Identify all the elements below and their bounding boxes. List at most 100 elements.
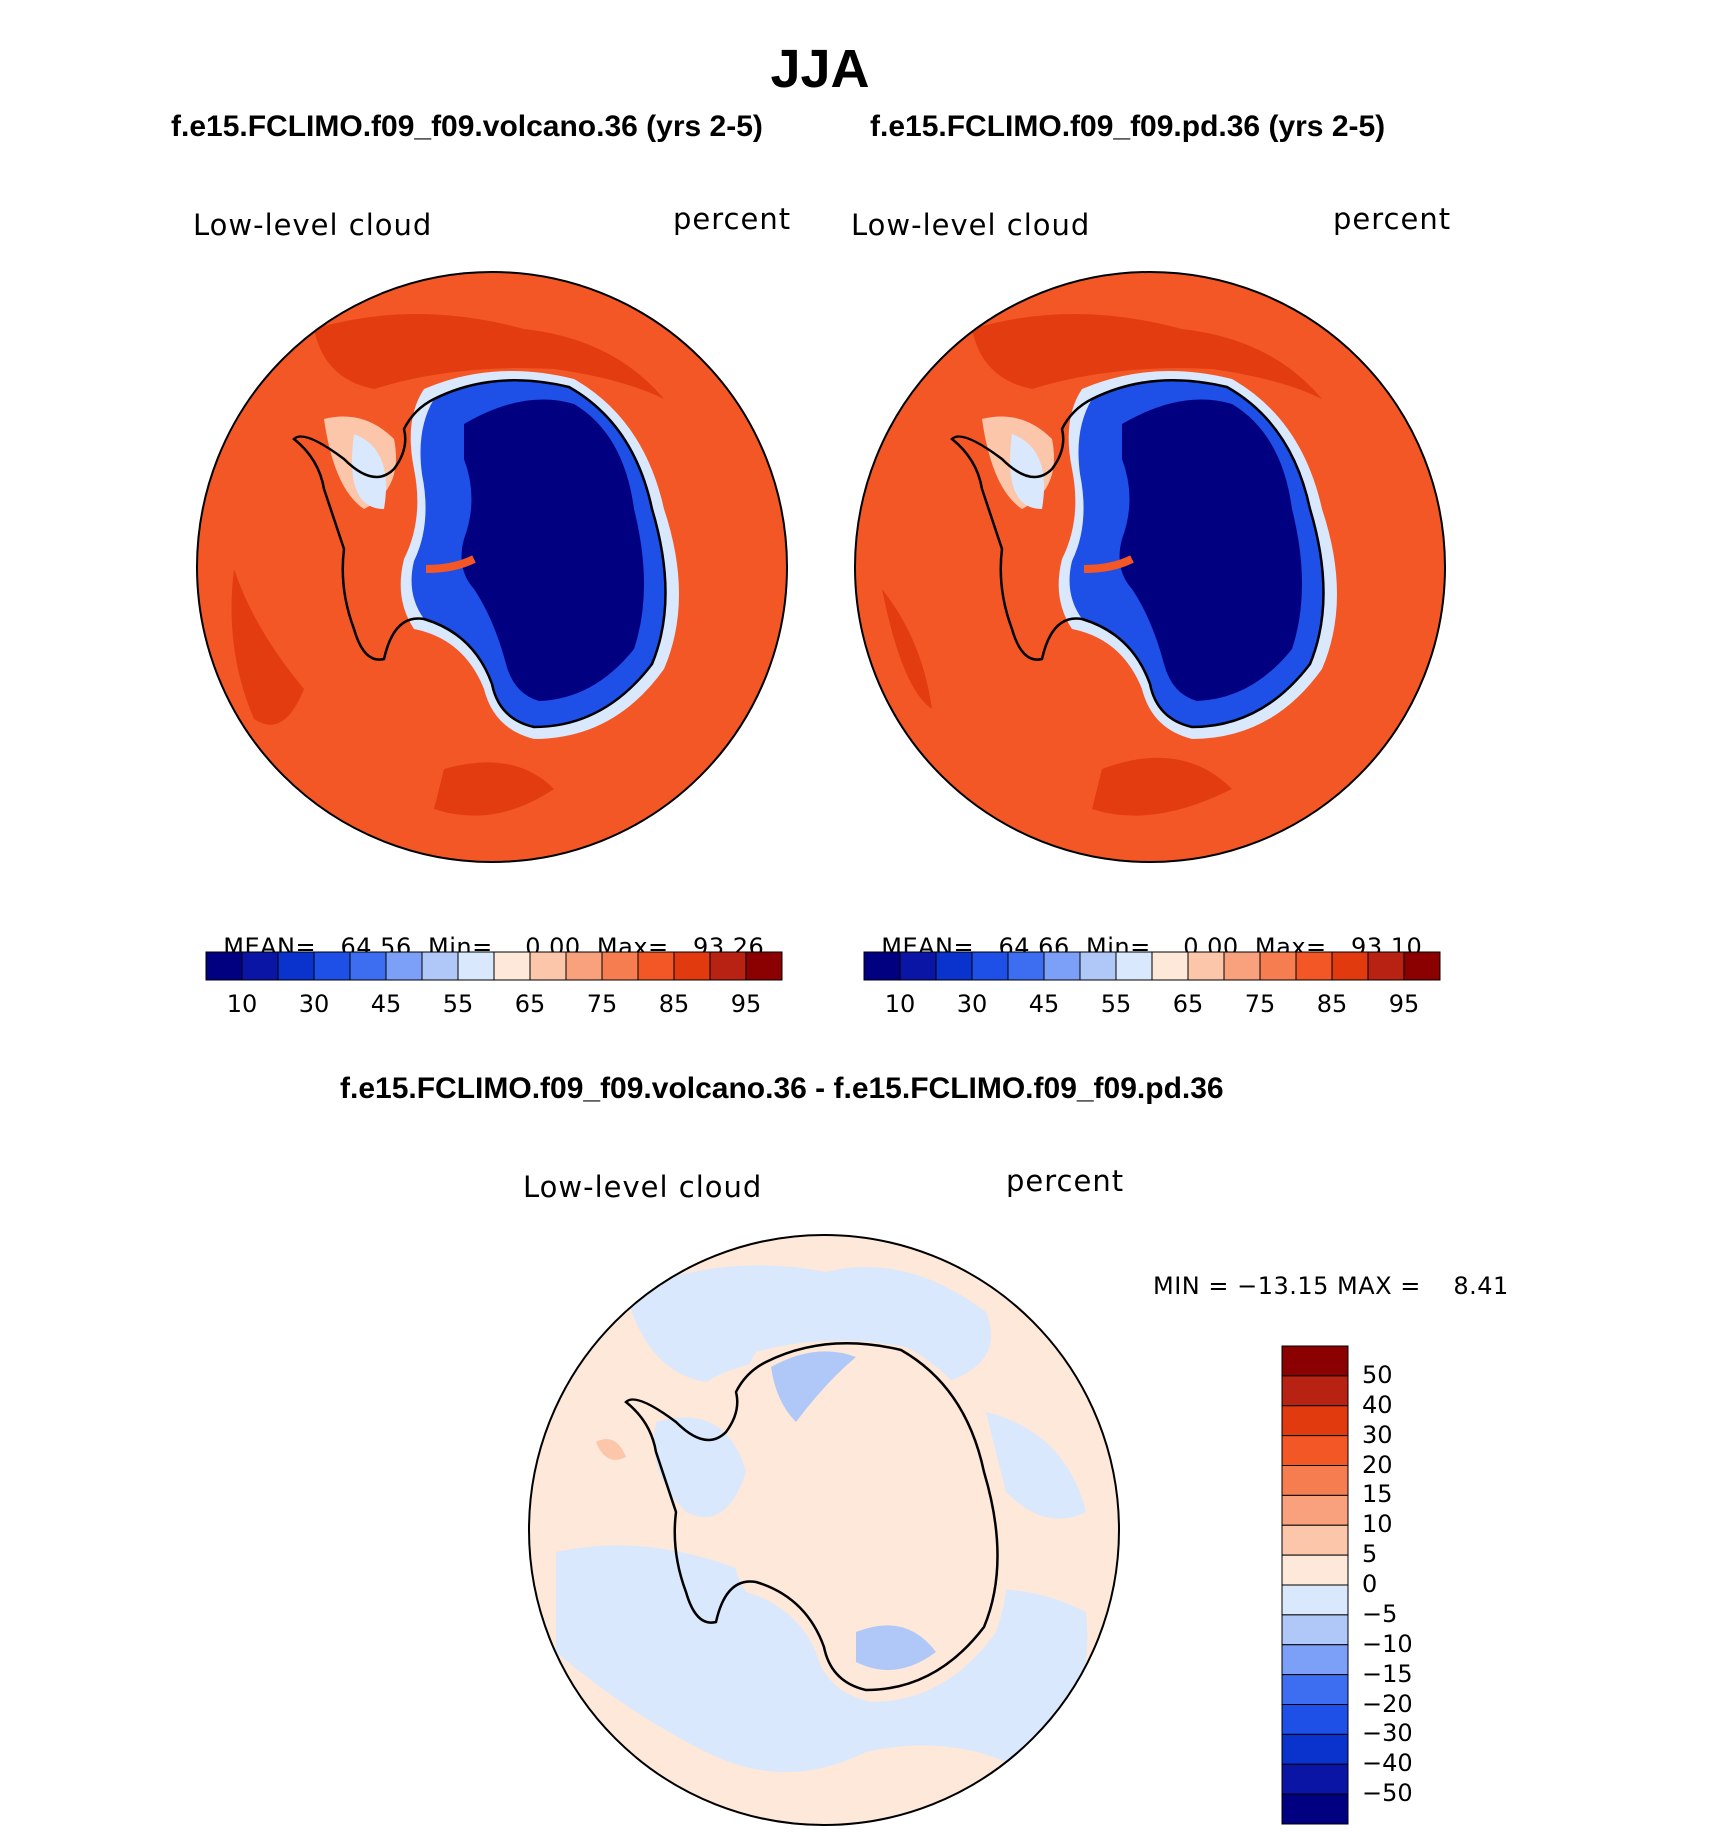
panel-1-colorbar-ticks: 10 30 45 55 65 75 85 95 xyxy=(204,990,784,1022)
diff-colorbar-box xyxy=(1281,1614,1349,1646)
panel-2-colorbar-box xyxy=(863,951,901,981)
diff-colorbar-box xyxy=(1281,1644,1349,1676)
panel-2-variable-label: Low-level cloud xyxy=(851,208,1091,242)
diff-colorbar-box xyxy=(1281,1465,1349,1496)
panel-1-colorbar-box xyxy=(601,951,639,981)
diff-colorbar-box xyxy=(1281,1375,1349,1407)
panel-1-map xyxy=(196,271,788,863)
diff-colorbar-box xyxy=(1281,1704,1349,1735)
panel-2-cloud-band xyxy=(972,314,1322,399)
diff-colorbar-tick-label: 30 xyxy=(1362,1420,1393,1449)
diff-colorbar-tick-label: 40 xyxy=(1362,1390,1393,1419)
panel-2-colorbar-box xyxy=(935,951,973,981)
diff-negative-strong xyxy=(771,1351,856,1422)
panel-2-colorbar-box xyxy=(1187,951,1225,981)
diff-colorbar-box xyxy=(1281,1494,1349,1526)
diff-colorbar-box xyxy=(1281,1674,1349,1705)
panel-1-colorbar-box xyxy=(493,951,531,981)
panel-1-colorbar-tick-label: 75 xyxy=(586,990,618,1018)
panel-1-colorbar-box xyxy=(241,951,279,981)
panel-2-colorbar-tick-label: 95 xyxy=(1388,990,1420,1018)
panel-1-cloud-band xyxy=(314,314,664,399)
diff-colorbar-tick-label: −5 xyxy=(1362,1599,1398,1628)
panel-1-variable-label: Low-level cloud xyxy=(193,208,433,242)
panel-1-colorbar-tick-label: 45 xyxy=(370,990,402,1018)
panel-1-colorbar-tick-label: 95 xyxy=(730,990,762,1018)
diff-negative-region xyxy=(654,1417,746,1517)
panel-2-colorbar-box xyxy=(1007,951,1045,981)
panel-2-colorbar-tick-label: 85 xyxy=(1316,990,1348,1018)
panel-1-colorbar-tick-label: 65 xyxy=(514,990,546,1018)
diff-coastline xyxy=(624,1342,999,1692)
panel-2-case-title: f.e15.FCLIMO.f09_f09.pd.36 (yrs 2-5) xyxy=(870,110,1386,143)
panel-1-map-border xyxy=(196,271,788,863)
diff-colorbar-tick-label: −30 xyxy=(1362,1719,1413,1748)
diff-colorbar-tick-label: −15 xyxy=(1362,1659,1413,1688)
panel-1-colorbar-box xyxy=(529,951,567,981)
panel-1-colorbar-box xyxy=(277,951,315,981)
panel-2-units-label: percent xyxy=(1333,202,1452,236)
panel-1-colorbar-box xyxy=(385,951,423,981)
panel-2-colorbar-box xyxy=(1403,951,1441,981)
panel-2-colorbar-box xyxy=(899,951,937,981)
diff-colorbar-tick-label: −20 xyxy=(1362,1689,1413,1718)
panel-1-continent xyxy=(461,399,644,701)
panel-2-colorbar-box xyxy=(1367,951,1405,981)
diff-colorbar-box xyxy=(1281,1733,1349,1765)
panel-2-colorbar-box xyxy=(1115,951,1153,981)
panel-1-colorbar-box xyxy=(457,951,495,981)
panel-1-colorbar-box xyxy=(349,951,387,981)
diff-colorbar-box xyxy=(1281,1345,1349,1377)
diff-colorbar-tick-label: 50 xyxy=(1362,1360,1393,1389)
panel-2-colorbar-box xyxy=(1223,951,1261,981)
diff-map xyxy=(528,1234,1120,1826)
diff-case-title: f.e15.FCLIMO.f09_f09.volcano.36 - f.e15.… xyxy=(340,1072,1224,1105)
panel-2-colorbar-tick-label: 65 xyxy=(1172,990,1204,1018)
panel-1-colorbar-box xyxy=(637,951,675,981)
diff-colorbar-box xyxy=(1281,1763,1349,1795)
panel-1-colorbar-box xyxy=(673,951,711,981)
panel-1-case-title: f.e15.FCLIMO.f09_f09.volcano.36 (yrs 2-5… xyxy=(171,110,763,143)
panel-2-colorbar-box xyxy=(1079,951,1117,981)
diff-colorbar-tick-label: −10 xyxy=(1362,1629,1413,1658)
diff-variable-label: Low-level cloud xyxy=(523,1170,763,1204)
diff-colorbar-tick-label: 20 xyxy=(1362,1450,1393,1479)
panel-2-coastline xyxy=(950,379,1325,729)
diff-colorbar-box xyxy=(1281,1405,1349,1437)
panel-1-coastline xyxy=(292,379,667,729)
panel-1-cloud-band xyxy=(231,569,304,725)
panel-1-colorbar-tick-label: 55 xyxy=(442,990,474,1018)
panel-2-colorbar-tick-label: 10 xyxy=(884,990,916,1018)
panel-1-colorbar xyxy=(205,951,783,981)
panel-2-colorbar-box xyxy=(1331,951,1369,981)
diff-stats: MIN = −13.15 MAX = 8.41 xyxy=(1153,1272,1509,1300)
diff-map-border xyxy=(528,1234,1120,1826)
diff-colorbar-tick-label: −40 xyxy=(1362,1749,1413,1778)
panel-2-colorbar-box xyxy=(1151,951,1189,981)
panel-2-colorbar-box xyxy=(1295,951,1333,981)
panel-2-colorbar xyxy=(863,951,1441,981)
diff-negative-region xyxy=(986,1412,1086,1519)
panel-1-colorbar-box xyxy=(709,951,747,981)
panel-2-colorbar-tick-label: 30 xyxy=(956,990,988,1018)
panel-2-colorbar-ticks: 10 30 45 55 65 75 85 95 xyxy=(862,990,1442,1022)
diff-colorbar-box xyxy=(1281,1793,1349,1825)
panel-2-colorbar-tick-label: 45 xyxy=(1028,990,1060,1018)
panel-2-colorbar-tick-label: 55 xyxy=(1100,990,1132,1018)
panel-2-map xyxy=(854,271,1446,863)
panel-1-colorbar-tick-label: 85 xyxy=(658,990,690,1018)
diff-colorbar-tick-label: 15 xyxy=(1362,1480,1393,1509)
diff-colorbar-box xyxy=(1281,1524,1349,1556)
panel-1-units-label: percent xyxy=(673,202,792,236)
diff-colorbar-box xyxy=(1281,1435,1349,1466)
panel-2-cloud-band xyxy=(1092,757,1232,816)
panel-2-colorbar-box xyxy=(1043,951,1081,981)
diff-colorbar-box xyxy=(1281,1554,1349,1586)
panel-2-map-border xyxy=(854,271,1446,863)
panel-2-colorbar-box xyxy=(971,951,1009,981)
diff-colorbar-tick-label: 5 xyxy=(1362,1540,1378,1569)
panel-1-colorbar-tick-label: 10 xyxy=(226,990,258,1018)
panel-2-continent xyxy=(1119,399,1302,701)
diff-colorbar-box xyxy=(1281,1584,1349,1616)
diff-colorbar-tick-label: 10 xyxy=(1362,1510,1393,1539)
